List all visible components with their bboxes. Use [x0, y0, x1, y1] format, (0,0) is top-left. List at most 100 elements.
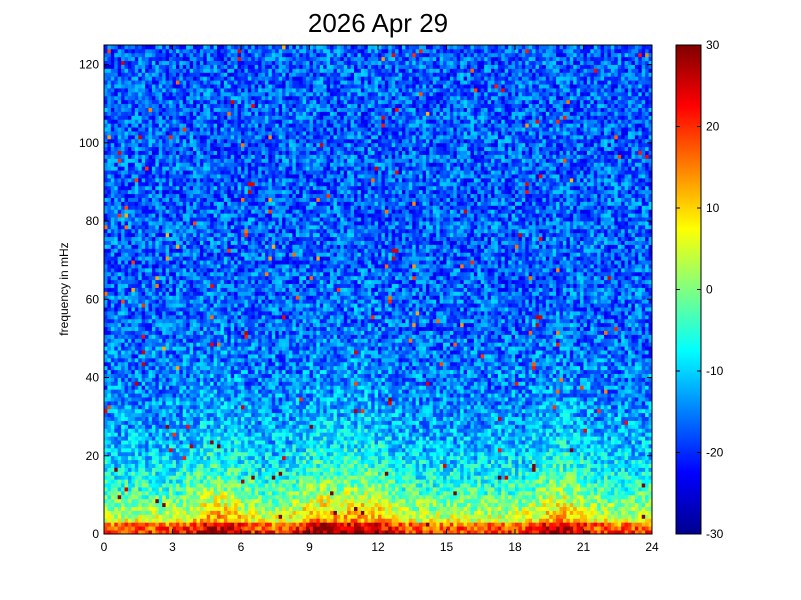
heatmap-cell	[114, 104, 118, 108]
heatmap-cell	[118, 119, 122, 123]
heatmap-cell	[214, 440, 218, 444]
heatmap-cell	[238, 378, 242, 382]
heatmap-cell	[152, 479, 156, 483]
heatmap-cell	[152, 464, 156, 468]
heatmap-cell	[217, 92, 221, 96]
heatmap-cell	[128, 201, 132, 205]
heatmap-cell	[125, 112, 129, 116]
heatmap-cell	[125, 284, 129, 288]
heatmap-cell	[111, 295, 115, 299]
heatmap-cell	[214, 295, 218, 299]
heatmap-cell	[186, 526, 190, 530]
heatmap-cell	[176, 526, 180, 530]
heatmap-cell	[196, 264, 200, 268]
heatmap-cell	[183, 491, 187, 495]
heatmap-cell	[234, 495, 238, 499]
heatmap-cell	[142, 456, 146, 460]
heatmap-cell	[166, 417, 170, 421]
heatmap-cell	[207, 511, 211, 515]
heatmap-cell	[196, 53, 200, 57]
heatmap-cell	[217, 88, 221, 92]
heatmap-cell	[125, 288, 129, 292]
heatmap-cell	[220, 338, 224, 342]
heatmap-cell	[159, 213, 163, 217]
heatmap-cell	[200, 370, 204, 374]
heatmap-cell	[159, 397, 163, 401]
heatmap-cell	[125, 511, 129, 515]
heatmap-cell	[169, 112, 173, 116]
heatmap-cell	[231, 213, 235, 217]
heatmap-cell	[186, 237, 190, 241]
heatmap-cell	[149, 464, 153, 468]
heatmap-cell	[135, 432, 139, 436]
heatmap-cell	[210, 194, 214, 198]
heatmap-cell	[142, 84, 146, 88]
heatmap-cell	[159, 88, 163, 92]
heatmap-cell	[166, 276, 170, 280]
heatmap-cell	[186, 280, 190, 284]
heatmap-cell	[135, 374, 139, 378]
heatmap-cell	[149, 460, 153, 464]
heatmap-cell	[152, 158, 156, 162]
heatmap-cell	[145, 483, 149, 487]
heatmap-cell	[114, 198, 118, 202]
heatmap-cell	[107, 264, 111, 268]
heatmap-cell	[159, 381, 163, 385]
heatmap-cell	[190, 374, 194, 378]
heatmap-cell	[238, 393, 242, 397]
heatmap-cell	[121, 295, 125, 299]
heatmap-cell	[121, 151, 125, 155]
heatmap-cell	[162, 514, 166, 518]
heatmap-cell	[118, 428, 122, 432]
heatmap-cell	[114, 511, 118, 515]
heatmap-cell	[121, 213, 125, 217]
heatmap-cell	[238, 495, 242, 499]
heatmap-cell	[234, 346, 238, 350]
heatmap-cell	[173, 80, 177, 84]
heatmap-cell	[149, 385, 153, 389]
heatmap-cell	[207, 225, 211, 229]
heatmap-cell	[227, 405, 231, 409]
heatmap-cell	[176, 112, 180, 116]
heatmap-cell	[155, 170, 159, 174]
heatmap-cell	[162, 84, 166, 88]
heatmap-cell	[131, 201, 135, 205]
heatmap-cell	[190, 452, 194, 456]
heatmap-cell	[131, 291, 135, 295]
heatmap-cell	[183, 237, 187, 241]
heatmap-cell	[149, 108, 153, 112]
heatmap-cell	[173, 248, 177, 252]
heatmap-cell	[234, 428, 238, 432]
heatmap-cell	[179, 135, 183, 139]
heatmap-cell	[238, 499, 242, 503]
heatmap-cell	[155, 68, 159, 72]
heatmap-cell	[152, 327, 156, 331]
heatmap-cell	[142, 475, 146, 479]
heatmap-cell	[128, 526, 132, 530]
heatmap-cell	[128, 65, 132, 69]
heatmap-cell	[217, 170, 221, 174]
heatmap-cell	[196, 72, 200, 76]
heatmap-cell	[159, 350, 163, 354]
heatmap-cell	[190, 401, 194, 405]
heatmap-cell	[135, 503, 139, 507]
heatmap-cell	[227, 444, 231, 448]
heatmap-cell	[125, 115, 129, 119]
heatmap-cell	[166, 119, 170, 123]
heatmap-cell	[210, 518, 214, 522]
heatmap-cell	[193, 158, 197, 162]
heatmap-cell	[159, 479, 163, 483]
heatmap-cell	[111, 127, 115, 131]
heatmap-cell	[210, 503, 214, 507]
heatmap-cell	[234, 323, 238, 327]
heatmap-cell	[131, 88, 135, 92]
heatmap-cell	[111, 401, 115, 405]
heatmap-cell	[183, 370, 187, 374]
heatmap-cell	[227, 378, 231, 382]
heatmap-cell	[107, 448, 111, 452]
heatmap-cell	[166, 88, 170, 92]
heatmap-cell	[166, 397, 170, 401]
heatmap-cell	[200, 303, 204, 307]
heatmap-cell	[200, 182, 204, 186]
heatmap-cell	[118, 170, 122, 174]
